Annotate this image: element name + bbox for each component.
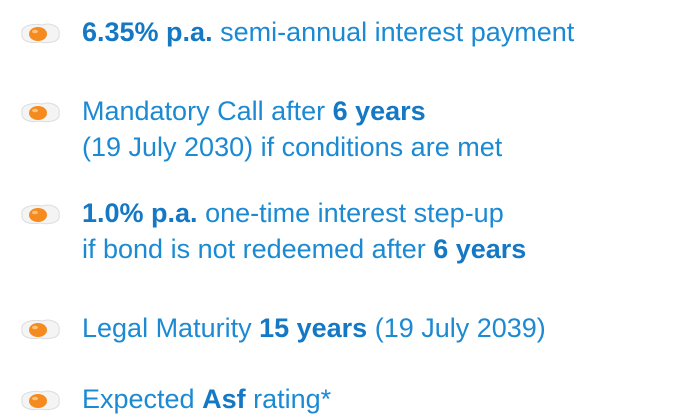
text-line: 6.35% p.a. semi-annual interest payment — [82, 14, 574, 50]
text: Legal Maturity — [82, 313, 260, 343]
egg-icon — [21, 390, 60, 411]
bold-text: 6 years — [433, 234, 527, 264]
egg-icon — [21, 204, 60, 225]
bold-text: 1.0% p.a. — [82, 198, 198, 228]
text: semi-annual interest payment — [212, 17, 575, 47]
text: (19 July 2030) if conditions are met — [82, 132, 503, 162]
text-line: 1.0% p.a. one-time interest step-up — [82, 195, 504, 231]
text-line: Mandatory Call after 6 years — [82, 93, 426, 129]
bold-text: Asf — [202, 384, 246, 414]
text: Expected — [82, 384, 203, 414]
text: (19 July 2039) — [367, 313, 546, 343]
bold-text: 6.35% p.a. — [82, 17, 213, 47]
egg-icon — [21, 319, 60, 340]
text-line: Expected Asf rating* — [82, 381, 331, 417]
text: Mandatory Call after — [82, 96, 333, 126]
text: one-time interest step-up — [197, 198, 504, 228]
text-line: Legal Maturity 15 years (19 July 2039) — [82, 310, 546, 346]
bold-text: 15 years — [259, 313, 368, 343]
text: if bond is not redeemed after — [82, 234, 434, 264]
egg-icon — [21, 23, 60, 44]
bold-text: 6 years — [332, 96, 426, 126]
text-line: if bond is not redeemed after 6 years — [82, 231, 526, 267]
text: rating* — [245, 384, 332, 414]
text-line: (19 July 2030) if conditions are met — [82, 129, 502, 165]
egg-icon — [21, 102, 60, 123]
